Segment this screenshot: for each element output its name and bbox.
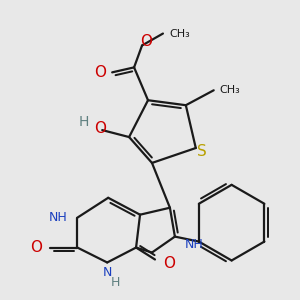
Text: O: O: [163, 256, 175, 271]
Text: O: O: [94, 121, 106, 136]
Text: CH₃: CH₃: [220, 85, 240, 95]
Text: O: O: [140, 34, 152, 49]
Text: O: O: [94, 65, 106, 80]
Text: H: H: [79, 115, 89, 129]
Text: NH: NH: [185, 238, 204, 251]
Text: N: N: [103, 266, 112, 279]
Text: CH₃: CH₃: [169, 28, 190, 38]
Text: H: H: [110, 276, 120, 289]
Text: O: O: [31, 240, 43, 255]
Text: NH: NH: [49, 211, 68, 224]
Text: S: S: [197, 145, 207, 160]
